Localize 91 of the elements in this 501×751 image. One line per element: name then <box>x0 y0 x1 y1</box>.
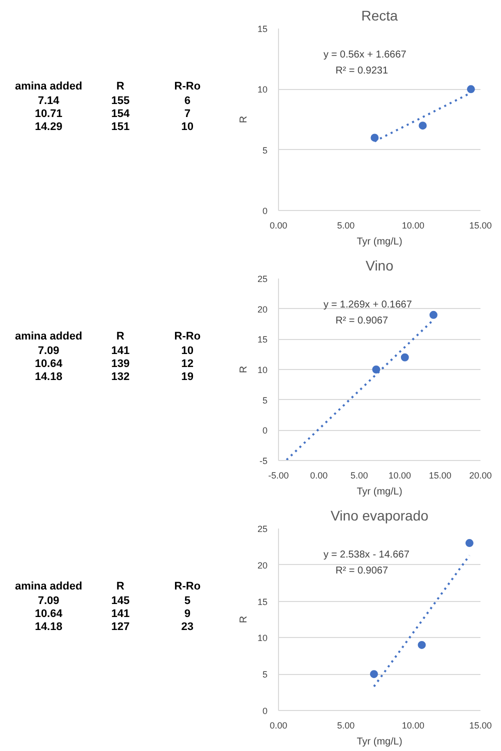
y-tick-label: 15 <box>257 334 268 345</box>
y-tick-label: 25 <box>257 524 268 534</box>
y-tick-label: 5 <box>262 670 268 680</box>
text: 127 <box>111 621 130 634</box>
text: R-Ro <box>174 580 201 593</box>
y-tick-label: 5 <box>262 395 268 406</box>
text: 7.09 <box>38 594 60 607</box>
chart-title: Recta <box>361 8 398 24</box>
chart-title: Vino <box>366 258 394 274</box>
x-tick-label: -5.00 <box>268 470 289 480</box>
text: 7.14 <box>38 94 60 107</box>
x-tick-label: 5.00 <box>337 220 355 230</box>
text: 151 <box>111 121 130 134</box>
x-tick-label: 0.00 <box>270 220 288 230</box>
text: R-Ro <box>174 330 201 343</box>
point <box>372 366 380 374</box>
text: 141 <box>111 608 130 620</box>
y-tick-label: 20 <box>257 560 268 570</box>
text: 7.09 <box>38 344 60 357</box>
x-tick-label: 10.00 <box>388 470 411 480</box>
y-axis-title: R <box>238 116 250 124</box>
text: 10.64 <box>34 608 64 620</box>
text: 139 <box>111 358 130 370</box>
x-axis-title: Tyr (mg/L) <box>356 736 402 748</box>
annotation: y = 0.56x + 1.6667 <box>324 50 407 60</box>
y-tick-label: 25 <box>257 274 268 284</box>
text: amina added <box>14 330 82 343</box>
y-tick-label: 10 <box>257 633 268 644</box>
y-tick-label: -5 <box>260 456 268 466</box>
x-tick-label: 10.00 <box>402 220 424 230</box>
text: 6 <box>184 94 190 107</box>
x-tick-label: 20.00 <box>469 470 492 480</box>
text: 10.64 <box>34 358 64 370</box>
text: 7 <box>184 108 190 120</box>
text: 10 <box>181 344 194 357</box>
y-tick-label: 5 <box>262 145 268 156</box>
annotation: y = 2.538x - 14.667 <box>324 550 410 560</box>
annotation: R² = 0.9067 <box>336 316 388 326</box>
x-tick-label: 5.00 <box>350 470 368 480</box>
text: 141 <box>111 344 130 357</box>
x-tick-label: 0.00 <box>310 470 328 480</box>
y-tick-label: 0 <box>262 206 268 216</box>
text: amina added <box>14 80 82 93</box>
y-tick-label: 10 <box>257 84 268 95</box>
y-tick-label: 0 <box>262 426 268 436</box>
x-tick-label: 15.00 <box>469 220 492 230</box>
point <box>466 85 475 94</box>
text: R <box>116 330 124 343</box>
text: 19 <box>181 371 194 384</box>
y-axis-title: R <box>238 366 250 374</box>
x-tick-label: 5.00 <box>337 720 355 730</box>
text: 155 <box>111 94 130 107</box>
text: 10 <box>181 121 194 134</box>
point <box>370 134 379 142</box>
x-tick-label: 0.00 <box>270 720 288 730</box>
x-axis-title: Tyr (mg/L) <box>356 236 402 248</box>
point <box>429 310 438 319</box>
point <box>418 640 426 649</box>
point <box>370 670 378 678</box>
text: amina added <box>14 580 82 593</box>
text: R <box>116 580 124 593</box>
y-tick-label: 0 <box>262 706 268 716</box>
y-tick-label: 15 <box>257 24 268 34</box>
point <box>418 122 427 130</box>
text: 23 <box>181 621 194 634</box>
text: 154 <box>111 108 130 120</box>
text: 14.18 <box>34 371 62 384</box>
text: 10.71 <box>34 108 62 120</box>
text: R-Ro <box>174 80 201 93</box>
text: 132 <box>111 371 130 384</box>
point <box>400 353 409 362</box>
text: 14.18 <box>34 621 62 634</box>
x-axis-title: Tyr (mg/L) <box>356 486 402 498</box>
text: R <box>116 80 124 93</box>
annotation: R² = 0.9067 <box>336 566 388 576</box>
text: 9 <box>184 608 190 620</box>
y-tick-label: 10 <box>257 365 268 375</box>
chart-title: Vino evaporado <box>330 508 429 524</box>
text: 145 <box>111 594 130 607</box>
x-tick-label: 10.00 <box>402 720 424 730</box>
text: 12 <box>181 358 194 370</box>
text: 5 <box>184 594 190 607</box>
point <box>465 539 474 548</box>
annotation: y = 1.269x + 0.1667 <box>324 300 412 310</box>
annotation: R² = 0.9231 <box>336 66 388 76</box>
x-tick-label: 15.00 <box>469 720 492 730</box>
text: 14.29 <box>34 121 62 134</box>
x-tick-label: 15.00 <box>428 470 452 480</box>
y-axis-title: R <box>238 616 250 624</box>
y-tick-label: 15 <box>257 596 268 607</box>
y-tick-label: 20 <box>257 304 268 314</box>
